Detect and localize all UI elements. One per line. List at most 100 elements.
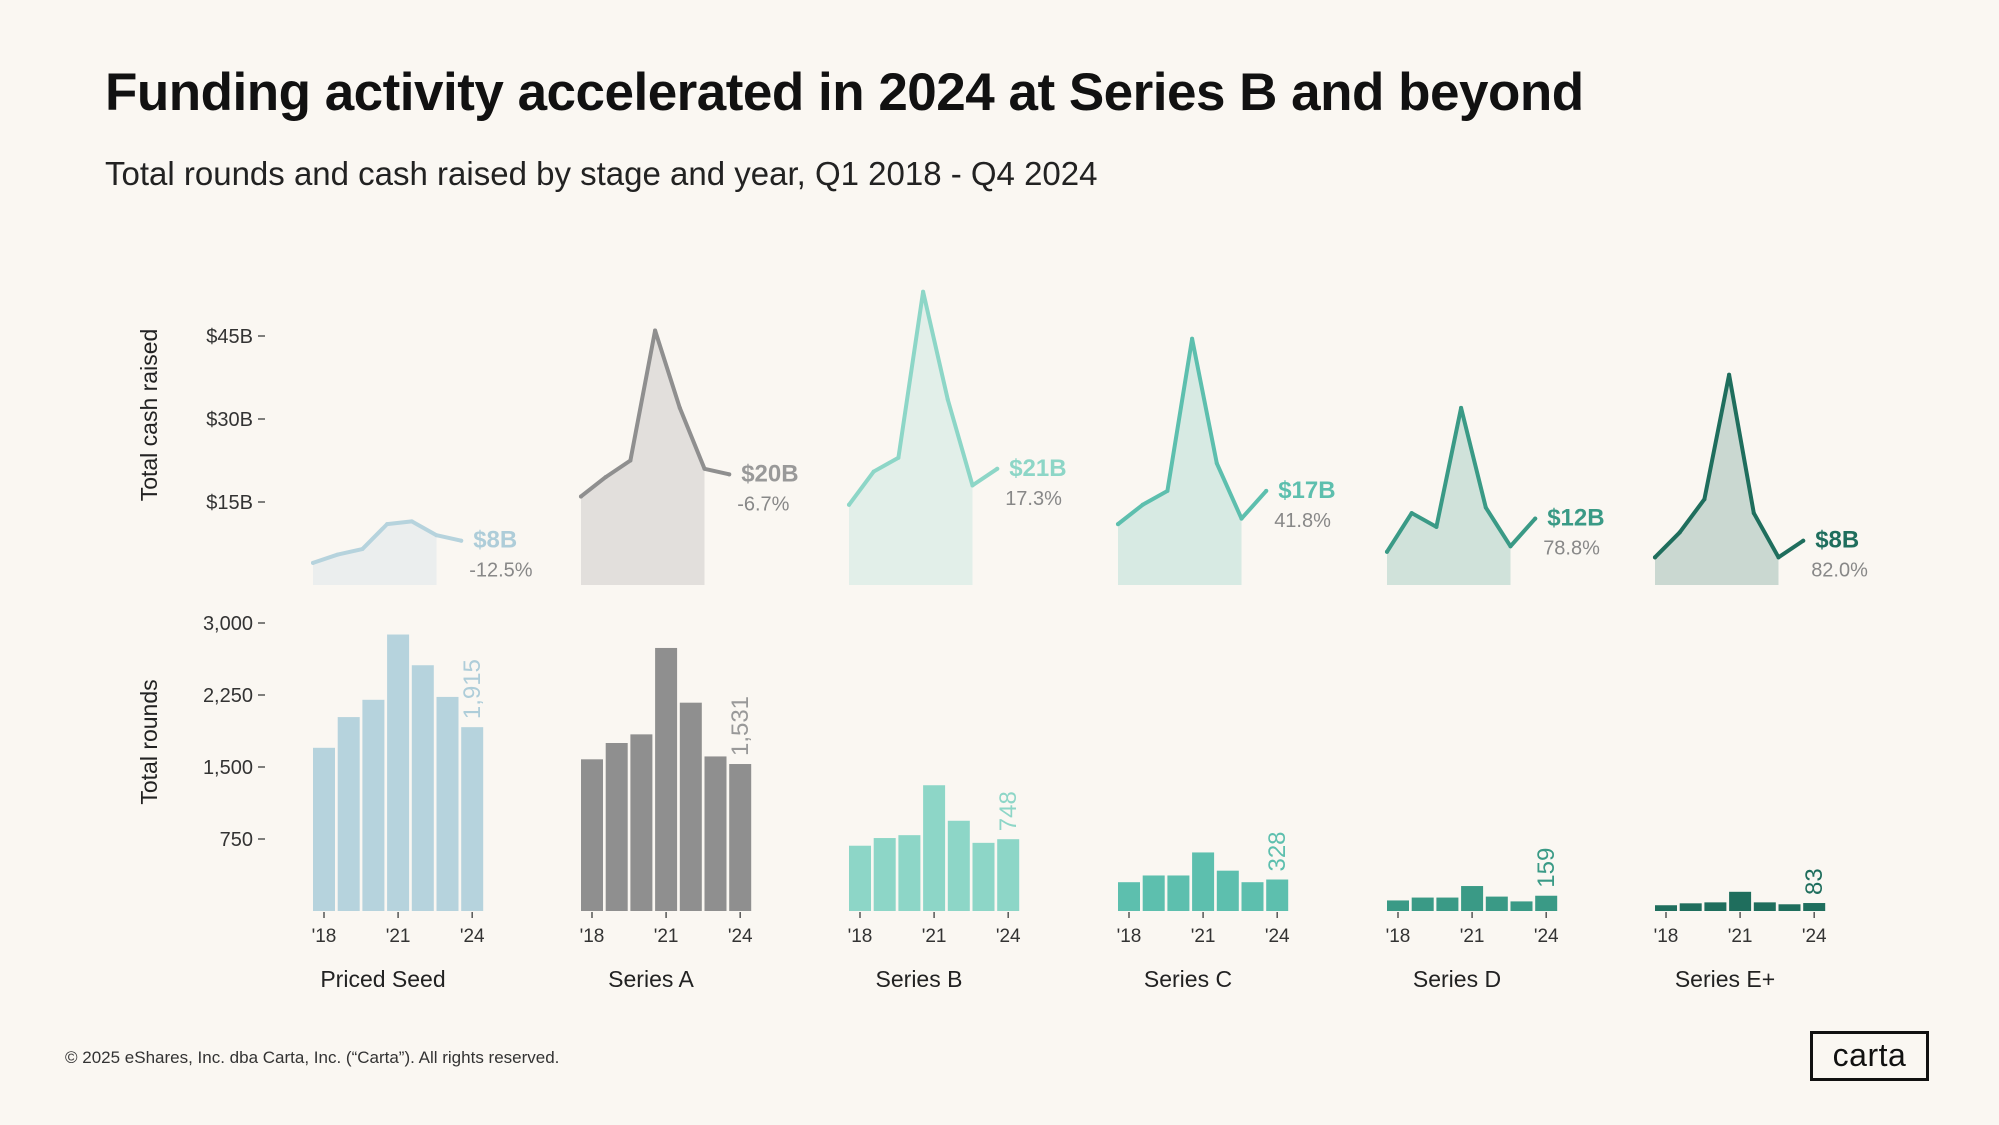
cash-point-series-c <box>1140 502 1145 507</box>
bar-series-a <box>729 764 752 911</box>
cash-point-series-b <box>871 469 876 474</box>
panel-name-series-b: Series B <box>876 966 963 992</box>
cash-point-series-e- <box>1727 372 1732 377</box>
x-tick-label-series-e-: '21 <box>1728 926 1753 947</box>
y-tick-label-rounds: 3,000 <box>203 613 253 635</box>
cash-point-series-c <box>1264 488 1269 493</box>
cash-point-series-d <box>1533 516 1538 521</box>
cash-label-series-e-: $8B <box>1815 527 1859 554</box>
x-tick-label-priced-seed: '21 <box>386 926 411 947</box>
x-tick-label-series-c: '24 <box>1265 926 1290 947</box>
bar-series-a <box>679 702 702 911</box>
bar-priced-seed <box>411 665 434 911</box>
rounds-label-series-a: 1,531 <box>727 696 754 756</box>
y-tick-label-rounds: 2,250 <box>203 685 253 707</box>
cash-point-series-d <box>1508 544 1513 549</box>
rounds-label-series-b: 748 <box>995 791 1022 831</box>
bar-series-b <box>997 839 1020 911</box>
bar-priced-seed <box>461 727 484 911</box>
cash-point-series-b <box>970 483 975 488</box>
bar-series-e- <box>1704 902 1727 911</box>
cash-label-series-c: $17B <box>1278 477 1335 504</box>
change-label-series-e-: 82.0% <box>1811 560 1868 582</box>
cash-label-series-d: $12B <box>1547 505 1604 532</box>
bar-priced-seed <box>313 747 335 911</box>
panel-name-series-e-: Series E+ <box>1675 966 1775 992</box>
x-tick-label-series-a: '18 <box>580 926 605 947</box>
bar-series-a <box>655 647 678 911</box>
x-tick-label-series-d: '18 <box>1386 926 1411 947</box>
bar-series-c <box>1266 879 1289 911</box>
x-tick-label-series-b: '18 <box>848 926 873 947</box>
y-axis-label-cash: Total cash raised <box>136 329 162 502</box>
change-label-series-a: -6.7% <box>737 493 789 515</box>
bar-series-c <box>1118 882 1140 911</box>
cash-point-series-a <box>628 458 633 463</box>
cash-point-series-d <box>1483 505 1488 510</box>
panel-name-series-a: Series A <box>608 966 694 992</box>
bar-series-e- <box>1655 905 1677 911</box>
rounds-label-series-c: 328 <box>1264 831 1291 871</box>
bar-series-c <box>1167 875 1190 911</box>
bar-series-a <box>581 759 603 911</box>
bar-series-b <box>873 838 896 911</box>
y-axis-label-rounds: Total rounds <box>136 679 162 804</box>
bar-series-a <box>605 743 628 911</box>
area-fill-series-c <box>1118 338 1242 585</box>
cash-point-series-d <box>1385 549 1389 554</box>
cash-point-series-e- <box>1677 530 1682 535</box>
bar-priced-seed <box>387 634 410 911</box>
bar-series-d <box>1387 900 1409 911</box>
cash-point-priced-seed <box>434 533 439 538</box>
bar-series-c <box>1241 882 1264 911</box>
bar-series-d <box>1535 895 1558 911</box>
bar-series-e- <box>1729 891 1752 911</box>
cash-point-series-b <box>847 502 851 507</box>
cash-point-series-a <box>579 494 583 499</box>
bar-series-e- <box>1679 903 1702 911</box>
bar-series-b <box>898 835 921 911</box>
cash-point-series-c <box>1190 336 1195 341</box>
x-tick-label-series-d: '21 <box>1460 926 1485 947</box>
cash-point-priced-seed <box>311 560 315 565</box>
change-label-series-c: 41.8% <box>1274 510 1331 532</box>
chart-title: Funding activity accelerated in 2024 at … <box>105 63 1584 122</box>
area-fill-series-a <box>581 330 705 585</box>
cash-point-series-c <box>1165 488 1170 493</box>
y-tick-label-rounds: 1,500 <box>203 757 253 779</box>
cash-point-series-a <box>727 472 732 477</box>
bar-series-c <box>1142 875 1165 911</box>
bar-series-c <box>1192 852 1215 911</box>
bar-series-c <box>1216 870 1239 911</box>
cash-point-priced-seed <box>335 552 340 557</box>
cash-point-priced-seed <box>409 519 414 524</box>
x-tick-label-series-d: '24 <box>1534 926 1559 947</box>
bar-series-d <box>1411 897 1434 911</box>
y-tick-label-cash: $30B <box>206 409 253 431</box>
cash-point-series-d <box>1459 405 1464 410</box>
x-tick-label-series-b: '21 <box>922 926 947 947</box>
cash-point-series-b <box>896 455 901 460</box>
cash-point-series-a <box>677 405 682 410</box>
cash-point-series-e- <box>1653 555 1657 560</box>
bar-series-d <box>1436 897 1459 911</box>
x-tick-label-series-a: '24 <box>728 926 753 947</box>
cash-point-series-e- <box>1702 497 1707 502</box>
cash-label-series-b: $21B <box>1009 455 1066 482</box>
area-fill-series-e- <box>1655 374 1779 585</box>
cash-point-priced-seed <box>360 547 365 552</box>
cash-point-series-a <box>702 466 707 471</box>
x-tick-label-series-e-: '24 <box>1802 926 1827 947</box>
rounds-label-series-e-: 83 <box>1801 868 1828 895</box>
carta-logo: carta <box>1810 1031 1929 1081</box>
area-fill-series-b <box>849 291 973 585</box>
change-label-series-b: 17.3% <box>1005 488 1062 510</box>
change-label-priced-seed: -12.5% <box>469 560 533 582</box>
panel-name-series-c: Series C <box>1144 966 1232 992</box>
y-tick-label-cash: $45B <box>206 326 253 348</box>
bar-series-a <box>704 756 727 911</box>
chart-subtitle: Total rounds and cash raised by stage an… <box>105 155 1098 192</box>
bar-priced-seed <box>362 699 385 911</box>
area-fill-priced-seed <box>313 521 437 585</box>
